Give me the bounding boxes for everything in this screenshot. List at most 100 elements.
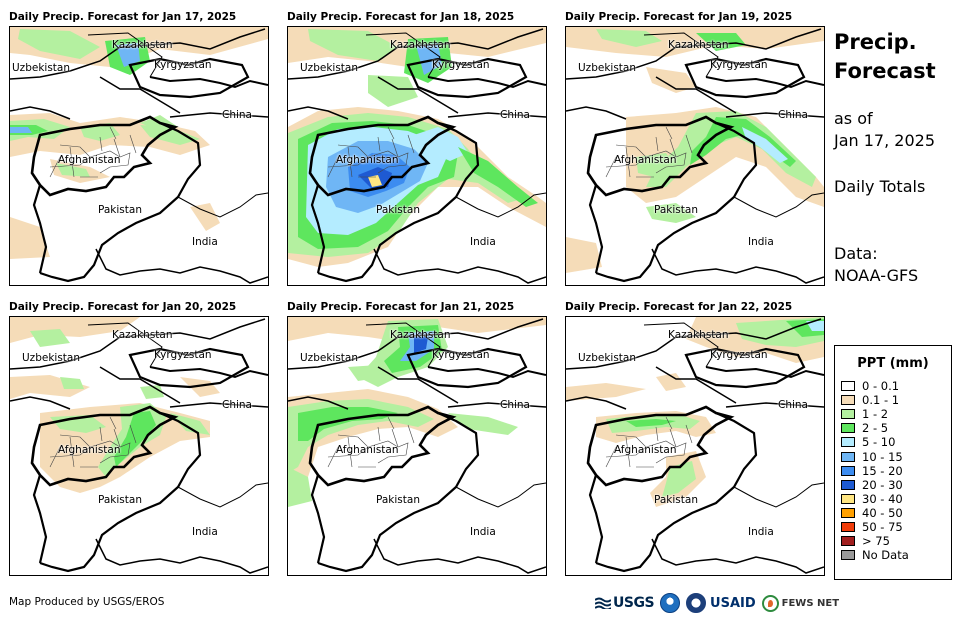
label-kazakhstan: Kazakhstan [668, 329, 729, 341]
label-afghanistan: Afghanistan [58, 154, 121, 166]
legend-label: 2 - 5 [862, 421, 889, 436]
label-india: India [192, 526, 218, 538]
legend-swatch [841, 479, 855, 490]
legend-label: 10 - 15 [862, 449, 903, 464]
legend-swatch [841, 451, 855, 462]
forecast-map-jan21: Kazakhstan Uzbekistan Kyrgyzstan China A… [287, 316, 547, 576]
boundary-lines [10, 28, 268, 284]
legend-label: 0 - 0.1 [862, 379, 900, 394]
map-canvas [288, 27, 546, 284]
as-of-date: as of Jan 17, 2025 [834, 108, 964, 152]
label-kazakhstan: Kazakhstan [390, 329, 451, 341]
label-india: India [192, 236, 218, 248]
label-kyrgyzstan: Kyrgyzstan [432, 349, 490, 361]
legend-swatch [841, 536, 855, 547]
data-source-value: NOAA-GFS [834, 266, 919, 285]
map-canvas [566, 317, 824, 574]
label-pakistan: Pakistan [98, 494, 142, 506]
forecast-map-jan19: Kazakhstan Uzbekistan Kyrgyzstan China A… [565, 26, 825, 286]
legend-label: 40 - 50 [862, 505, 903, 520]
precip-shading [288, 317, 546, 507]
legend-swatch [841, 409, 855, 420]
label-china: China [500, 109, 530, 121]
map-canvas [10, 27, 268, 284]
label-pakistan: Pakistan [98, 204, 142, 216]
legend-row: 20 - 30 [841, 478, 951, 492]
legend-row: 5 - 10 [841, 435, 951, 449]
label-kazakhstan: Kazakhstan [668, 39, 729, 51]
label-india: India [748, 526, 774, 538]
legend-row: 15 - 20 [841, 464, 951, 478]
fews-globe-icon [761, 594, 779, 612]
legend-label: 20 - 30 [862, 477, 903, 492]
panel-title-jan19: Daily Precip. Forecast for Jan 19, 2025 [565, 11, 793, 23]
map-credit: Map Produced by USGS/EROS [9, 596, 165, 608]
forecast-map-jan18: Kazakhstan Uzbekistan Kyrgyzstan China A… [287, 26, 547, 286]
label-china: China [222, 399, 252, 411]
usgs-logo-text: USGS [613, 595, 655, 611]
boundary-lines [288, 318, 546, 574]
legend-label: 30 - 40 [862, 491, 903, 506]
label-uzbekistan: Uzbekistan [578, 352, 636, 364]
label-afghanistan: Afghanistan [336, 154, 399, 166]
panel-title-jan20: Daily Precip. Forecast for Jan 20, 2025 [9, 301, 237, 313]
usaid-logo-text: USAID [710, 595, 756, 611]
legend-row: 10 - 15 [841, 449, 951, 464]
legend-swatch [841, 493, 855, 504]
legend-row: 1 - 2 [841, 407, 951, 421]
label-india: India [470, 526, 496, 538]
sidebar-title: Precip. Forecast [834, 28, 954, 86]
label-uzbekistan: Uzbekistan [12, 62, 70, 74]
legend-label: 1 - 2 [862, 407, 889, 422]
sidebar-title-line2: Forecast [834, 59, 936, 83]
legend-swatch [841, 465, 855, 476]
label-kyrgyzstan: Kyrgyzstan [154, 59, 212, 71]
panel-title-jan17: Daily Precip. Forecast for Jan 17, 2025 [9, 11, 237, 23]
legend-swatch [841, 550, 855, 561]
usgs-wave-icon [595, 597, 611, 609]
label-china: China [500, 399, 530, 411]
panel-title-jan22: Daily Precip. Forecast for Jan 22, 2025 [565, 301, 793, 313]
panel-title-jan18: Daily Precip. Forecast for Jan 18, 2025 [287, 11, 515, 23]
legend-title: PPT (mm) [857, 356, 929, 371]
label-afghanistan: Afghanistan [336, 444, 399, 456]
totals-label: Daily Totals [834, 177, 926, 196]
label-kazakhstan: Kazakhstan [112, 329, 173, 341]
map-canvas [566, 27, 824, 284]
legend-swatch [841, 437, 855, 448]
label-uzbekistan: Uzbekistan [300, 352, 358, 364]
label-china: China [222, 109, 252, 121]
label-india: India [748, 236, 774, 248]
legend-row: 30 - 40 [841, 492, 951, 506]
boundary-lines [566, 28, 824, 284]
forecast-map-jan22: Kazakhstan Uzbekistan Kyrgyzstan China A… [565, 316, 825, 576]
legend-label: 50 - 75 [862, 519, 903, 534]
usaid-logo: USAID [710, 596, 756, 611]
label-kyrgyzstan: Kyrgyzstan [710, 349, 768, 361]
data-source-label: Data: [834, 244, 878, 263]
panel-title-jan21: Daily Precip. Forecast for Jan 21, 2025 [287, 301, 515, 313]
commerce-seal-icon [686, 593, 707, 613]
as-of-label: as of [834, 109, 873, 128]
noaa-seal-icon [660, 593, 681, 613]
label-china: China [778, 109, 808, 121]
fews-net-logo: FEWS NET [761, 594, 840, 612]
label-kazakhstan: Kazakhstan [112, 39, 173, 51]
label-uzbekistan: Uzbekistan [300, 62, 358, 74]
fews-logo-text: FEWS NET [781, 597, 840, 609]
precip-shading [566, 27, 824, 273]
legend-row: 0.1 - 1 [841, 393, 951, 407]
sidebar-title-line1: Precip. [834, 30, 917, 54]
legend-swatch [841, 381, 855, 392]
legend-row: 2 - 5 [841, 421, 951, 435]
label-pakistan: Pakistan [376, 494, 420, 506]
legend-label: 15 - 20 [862, 463, 903, 478]
label-pakistan: Pakistan [654, 204, 698, 216]
label-afghanistan: Afghanistan [614, 154, 677, 166]
legend-swatch [841, 423, 855, 434]
label-uzbekistan: Uzbekistan [22, 352, 80, 364]
legend-label: No Data [862, 548, 909, 563]
as-of-value: Jan 17, 2025 [834, 131, 935, 150]
